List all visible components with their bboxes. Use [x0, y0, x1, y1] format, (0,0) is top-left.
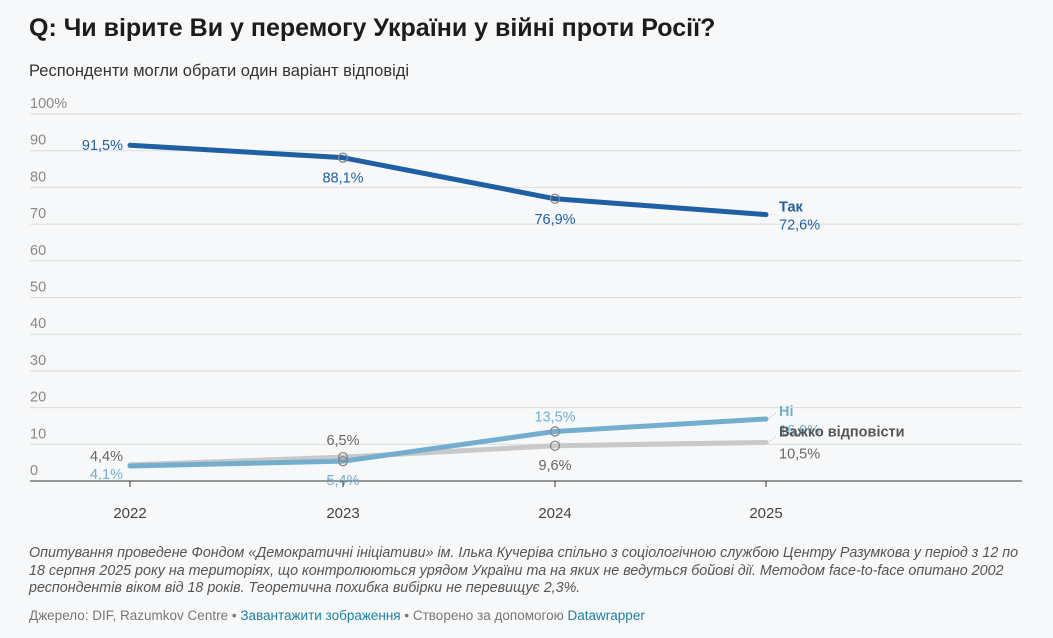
y-tick-label: 10 [30, 426, 46, 442]
source-label: Джерело: DIF, Razumkov Centre [29, 608, 229, 623]
y-tick-label: 100% [30, 96, 67, 112]
x-tick-label: 2025 [749, 505, 782, 522]
label-connector [767, 412, 777, 420]
data-label: 13,5% [534, 409, 575, 425]
data-label: 88,1% [322, 171, 363, 187]
series-name-label: Ні [779, 404, 794, 420]
separator: • [400, 608, 413, 623]
y-tick-label: 70 [30, 206, 46, 222]
y-tick-label: 40 [30, 316, 46, 332]
chart-footer: Джерело: DIF, Razumkov Centre • Завантаж… [29, 608, 645, 623]
chart-notes: Опитування проведене Фондом «Демократичн… [29, 545, 1019, 596]
datawrapper-link[interactable]: Datawrapper [567, 608, 645, 623]
point-marker [549, 426, 561, 437]
data-label: 4,4% [90, 449, 123, 465]
series-name-label: Так [779, 200, 804, 216]
line-chart: 100% 90 80 70 60 50 40 30 20 10 0 2022 2023 2024 2025 9… [30, 96, 1022, 522]
data-label: 10,5% [779, 446, 820, 462]
point-marker [337, 152, 349, 163]
series-name-label: Важко відповісти [779, 424, 905, 440]
y-tick-label: 20 [30, 390, 46, 406]
data-label: 5,4% [326, 473, 359, 489]
data-label: 91,5% [82, 138, 123, 154]
data-label: 9,6% [538, 458, 571, 474]
data-label: 16,9% [779, 423, 820, 439]
data-label: 4,1% [90, 467, 123, 483]
y-tick-label: 90 [30, 133, 46, 149]
y-tick-label: 80 [30, 169, 46, 185]
chart-title: Q: Чи вірите Ви у перемогу України у вій… [29, 14, 716, 42]
y-tick-label: 0 [30, 463, 38, 479]
point-marker [337, 456, 349, 467]
x-tick-label: 2023 [326, 505, 359, 522]
series-line-1 [127, 142, 769, 218]
point-marker [337, 451, 349, 463]
chart-subtitle: Респонденти могли обрати один варіант ві… [29, 62, 410, 80]
x-tick-label: 2024 [538, 505, 571, 522]
data-label: 6,5% [326, 433, 359, 449]
data-label: 76,9% [534, 212, 575, 228]
label-connector [767, 436, 777, 443]
series-line-2 [127, 416, 769, 469]
y-tick-label: 30 [30, 353, 46, 369]
point-marker [549, 193, 561, 204]
series-line-3 [127, 439, 769, 468]
y-tick-label: 50 [30, 280, 46, 296]
point-marker [549, 440, 561, 451]
x-tick-label: 2022 [113, 505, 146, 522]
separator: • [228, 608, 241, 623]
download-image-link[interactable]: Завантажити зображення [240, 608, 401, 623]
data-label: 72,6% [779, 218, 820, 234]
created-with-label: Створено за допомогою [412, 608, 564, 623]
y-tick-label: 60 [30, 243, 46, 259]
